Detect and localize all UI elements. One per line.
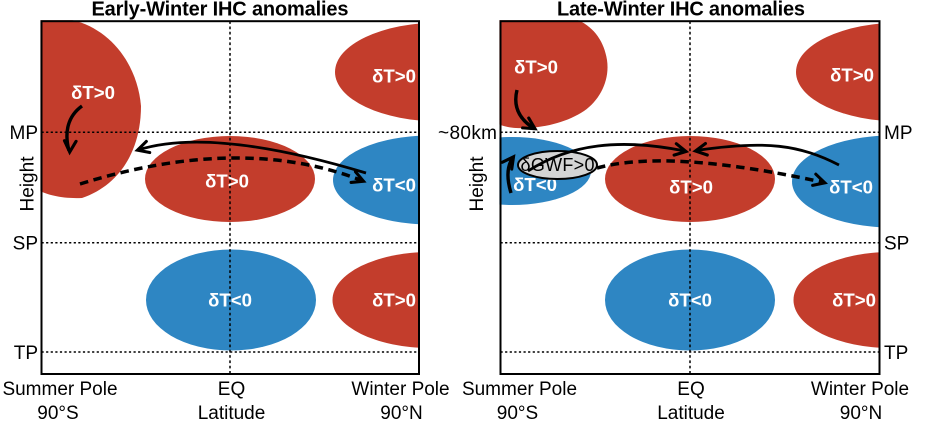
svg-text:Summer Pole: Summer Pole (2, 379, 117, 400)
svg-text:90°S: 90°S (37, 403, 78, 421)
svg-text:Winter Pole: Winter Pole (811, 379, 909, 400)
svg-text:SP: SP (13, 234, 38, 255)
svg-text:90°S: 90°S (497, 403, 538, 421)
svg-text:Height: Height (467, 156, 488, 212)
svg-text:δT>0: δT>0 (669, 177, 713, 198)
svg-text:MP: MP (884, 123, 913, 144)
svg-text:Late-Winter IHC anomalies: Late-Winter IHC anomalies (557, 0, 805, 21)
svg-text:TP: TP (14, 343, 38, 364)
svg-text:Winter Pole: Winter Pole (351, 379, 449, 400)
svg-text:MP: MP (10, 123, 39, 144)
svg-text:90°N: 90°N (840, 403, 882, 421)
svg-text:Height: Height (18, 156, 39, 212)
svg-text:Early-Winter IHC anomalies: Early-Winter IHC anomalies (92, 0, 349, 21)
svg-text:Latitude: Latitude (657, 403, 725, 421)
svg-text:δT>0: δT>0 (372, 290, 416, 311)
svg-text:δT<0: δT<0 (668, 290, 712, 311)
svg-text:δT>0: δT>0 (832, 290, 876, 311)
svg-text:EQ: EQ (677, 379, 704, 400)
svg-text:TP: TP (884, 343, 908, 364)
svg-text:Latitude: Latitude (198, 403, 266, 421)
svg-text:δT<0: δT<0 (829, 177, 873, 198)
svg-text:δT>0: δT>0 (372, 66, 416, 87)
svg-text:δT<0: δT<0 (372, 175, 416, 196)
svg-text:δGWF>0: δGWF>0 (521, 155, 595, 175)
svg-text:EQ: EQ (218, 379, 245, 400)
svg-text:δT>0: δT>0 (71, 82, 115, 103)
svg-text:δT>0: δT>0 (830, 65, 874, 86)
svg-text:δT>0: δT>0 (205, 171, 249, 192)
svg-text:~80km: ~80km (438, 123, 497, 144)
svg-text:δT>0: δT>0 (514, 57, 558, 78)
svg-text:Summer Pole: Summer Pole (462, 379, 577, 400)
svg-text:SP: SP (884, 234, 909, 255)
svg-text:δT<0: δT<0 (208, 290, 252, 311)
svg-text:90°N: 90°N (380, 403, 422, 421)
